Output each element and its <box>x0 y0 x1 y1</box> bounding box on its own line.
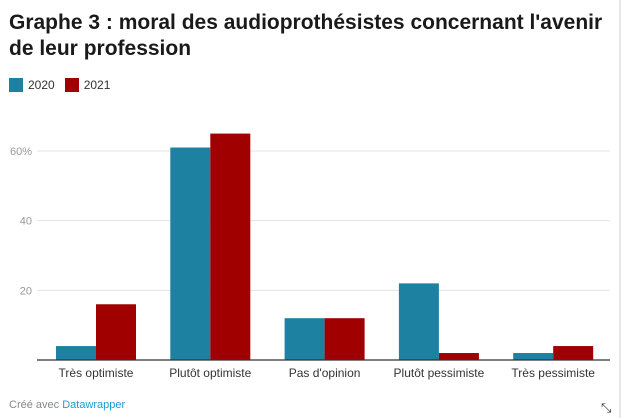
bar-2021 <box>438 353 479 360</box>
x-tick-label: Plutôt optimiste <box>169 366 251 380</box>
footer-prefix: Créé avec <box>9 399 60 411</box>
bar-2020 <box>56 346 96 360</box>
legend-swatch <box>64 78 79 92</box>
x-tick-label: Très pessimiste <box>511 366 595 380</box>
bar-2021 <box>210 133 251 360</box>
legend-swatch <box>9 78 23 92</box>
y-tick-label: 60% <box>10 146 32 158</box>
legend-label: 2021 <box>83 78 111 92</box>
legend-item-2020: 2020 <box>9 78 55 92</box>
legend: 2020 2021 <box>9 78 110 92</box>
frame-border <box>619 0 621 418</box>
y-tick-label: 20 <box>20 285 32 297</box>
footer: Créé avec Datawrapper <box>9 399 125 411</box>
bar-2020 <box>398 283 439 360</box>
x-tick-label: Plutôt pessimiste <box>394 366 485 380</box>
legend-item-2021: 2021 <box>64 78 111 92</box>
bar-2020 <box>513 353 554 360</box>
bar-2021 <box>96 304 136 360</box>
y-tick-label: 40 <box>20 216 32 228</box>
datawrapper-link[interactable]: Datawrapper <box>62 399 126 411</box>
x-tick-label: Pas d'opinion <box>289 366 361 380</box>
chart-title: Graphe 3 : moral des audioprothésistes c… <box>9 11 603 60</box>
bar-2021 <box>324 318 365 360</box>
x-tick-label: Très optimiste <box>59 366 134 380</box>
resize-icon[interactable]: ⤡ <box>601 400 612 415</box>
legend-label: 2020 <box>28 78 55 92</box>
bar-2020 <box>170 147 211 360</box>
bar-2021 <box>553 346 594 360</box>
bar-2020 <box>284 318 325 360</box>
